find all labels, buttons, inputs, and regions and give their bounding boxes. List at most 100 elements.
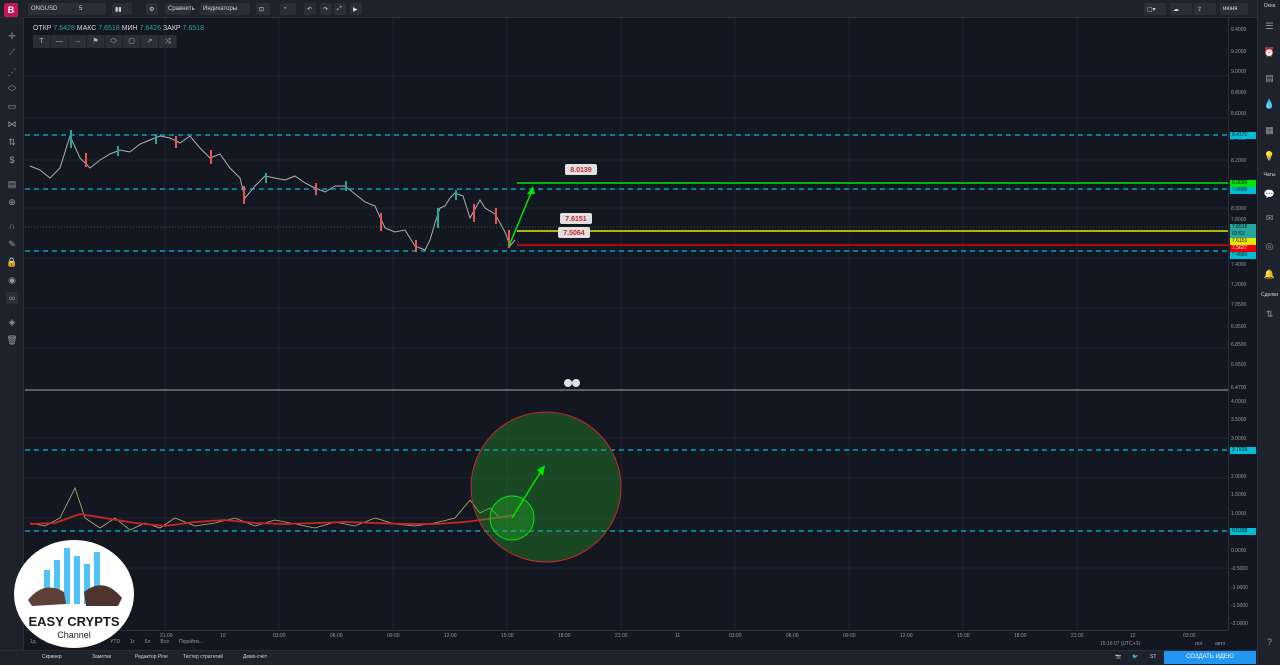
range-5y[interactable]: 5л [144,639,151,645]
trading-icon[interactable]: ⇅ [1265,309,1274,319]
channel-title: EASY CRYPTS [28,614,120,629]
trash-icon[interactable]: 🗑 [6,335,18,345]
twitter-icon[interactable]: 🐦 [1132,654,1139,660]
chart-canvas[interactable]: 8.0139 7.6151 7.5064 [25,18,1228,630]
text-note-icon[interactable]: ▭ [7,101,17,111]
goto-date[interactable]: Перейти... [179,639,203,645]
time-axis[interactable]: 21:00 10 03:00 06:00 09:00 12:00 15:00 1… [25,630,1228,648]
ellipse-tool-icon[interactable]: ⬭ [105,35,123,48]
layout-icon[interactable]: ▢▾ [1144,3,1166,15]
price-scale[interactable]: 9.4000 9.2000 9.0000 8.8000 8.6000 8.400… [1228,18,1257,630]
forecast-arrow [508,187,534,247]
camera-icon[interactable]: 📷 [1115,654,1122,660]
redo-icon[interactable]: ↷ [320,3,332,15]
layers-icon[interactable]: ◈ [8,317,16,327]
flag-tool-icon[interactable]: ⚑ [87,35,105,48]
time-tick: 09:00 [843,633,856,639]
layout-name-button[interactable]: июня [1220,3,1248,15]
zoom-icon[interactable]: ⊕ [8,197,16,207]
windows-label: Окна [1263,3,1276,9]
price-tag: 7.5627 [1230,245,1256,252]
pane-badge-icon[interactable] [564,379,572,387]
price-tag: 7.6518 [1230,224,1256,231]
alarm-icon[interactable]: ⏰ [1263,47,1276,57]
stay-drawing-icon[interactable]: ✎ [8,239,16,249]
osc-tick: 4.0000 [1231,399,1247,405]
range-1d[interactable]: 1д [30,639,36,645]
auto-toggle[interactable]: авто [1215,641,1226,647]
tab-strategy-tester[interactable]: Тестер стратегий [183,654,223,660]
ray-tool-icon[interactable]: → [69,35,87,48]
idea-icon[interactable]: 💡 [1263,151,1276,161]
price-tick: 7.2000 [1231,282,1247,288]
price-range-icon[interactable]: $ [9,155,15,165]
replay-icon[interactable]: ▶ [350,3,362,15]
tab-screener[interactable]: Скринер [42,654,62,660]
lock-icon[interactable]: 🔒 [6,257,18,267]
stocktwits-icon[interactable]: ST [1150,654,1157,660]
trend-line-icon[interactable]: ⟋ [8,47,16,57]
range-ytd[interactable]: YTD [110,639,121,645]
tab-demo-account[interactable]: Демо-счёт [243,654,268,660]
pane-badge-icon[interactable] [572,379,580,387]
link-icon[interactable]: ∞ [6,292,18,304]
chart-style-icon[interactable]: ▮▮ [112,3,132,15]
price-tag: 7.6151 [1230,238,1256,245]
range-all[interactable]: Все [160,639,169,645]
osc-tick: -0.5000 [1231,566,1248,572]
shape-icon[interactable]: ⬭ [8,83,16,93]
help-icon[interactable]: ? [1266,637,1272,647]
calendar-icon[interactable]: ▦ [1265,125,1274,135]
cloud-save-icon[interactable]: ☁ [1170,3,1192,15]
rect-tool-icon[interactable]: ▢ [123,35,141,48]
ohlc-legend: ОТКР 7.6428 МАКС 7.6518 МИН 7.6426 ЗАКР … [33,25,204,32]
chart-area[interactable]: 8.0139 7.6151 7.5064 ОТКР 7.6428 МАКС 7.… [25,18,1228,630]
prediction-icon[interactable]: ⇅ [8,137,16,147]
tab-pine-editor[interactable]: Редактор Pine [135,654,168,660]
path-tool-icon[interactable]: ⤨ [159,35,177,48]
clock-status[interactable]: 15:16:07 (UTC+3) [1100,641,1141,647]
indicators-button[interactable]: Индикаторы [200,3,250,15]
fib-icon[interactable]: ⋰ [7,67,17,77]
bottom-panel-tabs: Скринер Заметки Редактор Pine Тестер стр… [0,650,1257,665]
magnet-icon[interactable]: ∩ [8,221,16,231]
price-tick: 6.9500 [1231,324,1247,330]
drop-icon[interactable]: 💧 [1263,99,1276,109]
time-tick: 18:00 [1014,633,1027,639]
interval-selector[interactable]: 5 [76,3,106,15]
price-tick: 8.0000 [1231,206,1247,212]
brand-logo[interactable]: B [4,3,18,17]
symbol-search-input[interactable]: ONGUSD [28,3,82,15]
time-tick: 12 [1130,633,1136,639]
measure-icon[interactable]: ▤ [7,179,17,189]
publish-icon[interactable]: ⇪ [1194,3,1216,15]
settings-icon[interactable]: ⚙ [146,3,158,15]
eye-icon[interactable]: ◉ [8,275,16,285]
undo-icon[interactable]: ↶ [304,3,316,15]
time-tick: 21:00 [615,633,628,639]
time-tick: 10 [220,633,226,639]
text-tool-icon[interactable]: T [33,35,51,48]
private-chat-icon[interactable]: ✉ [1265,213,1274,223]
tab-notes[interactable]: Заметки [92,654,112,660]
templates-icon[interactable]: ⊡ [256,3,270,15]
streams-icon[interactable]: ◎ [1265,241,1274,251]
watchlist-icon[interactable]: ☰ [1265,21,1274,31]
highlight-circle-large [470,411,622,563]
crosshair-icon[interactable]: ✛ [8,31,16,41]
pattern-icon[interactable]: ⋈ [7,119,17,129]
left-drawing-toolbar: ✛ ⟋ ⋰ ⬭ ▭ ⋈ ⇅ $ ▤ ⊕ ∩ ✎ 🔒 ◉ ∞ ◈ 🗑 [0,18,24,650]
hline-tool-icon[interactable]: — [51,35,69,48]
notifications-icon[interactable]: 🔔 [1263,269,1276,279]
price-series [29,134,516,251]
compare-button[interactable]: Сравнить [165,3,195,15]
range-1y[interactable]: 1г [130,639,135,645]
alert-icon[interactable]: ◔ [280,3,296,15]
oscillator-signal [29,513,516,527]
fullscreen-icon[interactable]: ⤢ [334,3,346,15]
log-toggle[interactable]: лог [1195,641,1203,647]
arrow-tool-icon[interactable]: ↗ [141,35,159,48]
create-idea-button[interactable]: СОЗДАТЬ ИДЕЮ [1164,651,1256,664]
list-icon[interactable]: ▤ [1265,73,1274,83]
chat-icon[interactable]: 💬 [1263,189,1276,199]
